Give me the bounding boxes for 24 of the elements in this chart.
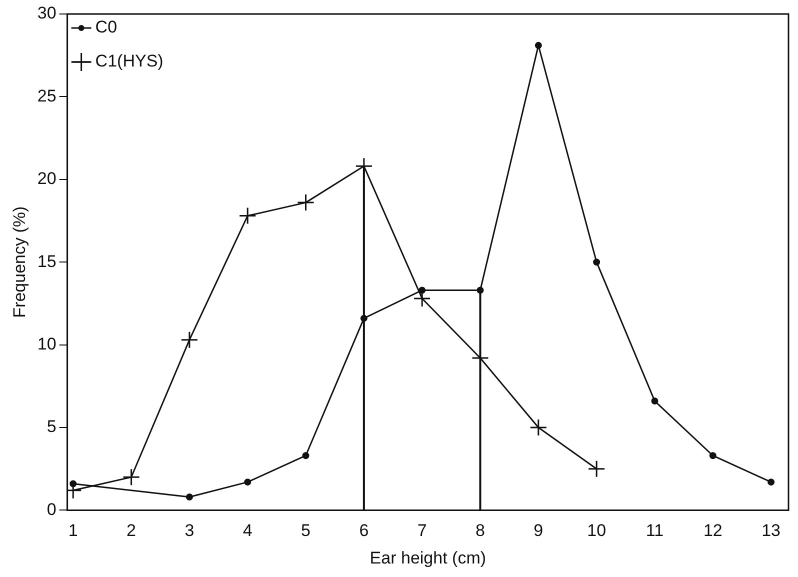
legend-label: C0 <box>95 18 118 37</box>
x-tick-label: 6 <box>359 521 369 540</box>
x-tick-label: 10 <box>587 521 606 540</box>
x-tick-label: 4 <box>242 521 252 540</box>
x-tick-label: 13 <box>762 521 781 540</box>
x-tick-label: 1 <box>68 521 78 540</box>
x-axis-title: Ear height (cm) <box>370 548 486 568</box>
x-tick-label: 11 <box>646 521 664 540</box>
y-tick-label: 15 <box>37 252 56 271</box>
legend-label: C1(HYS) <box>95 52 164 71</box>
y-tick-label: 0 <box>46 500 56 519</box>
x-tick-label: 9 <box>534 521 544 540</box>
x-tick-label: 12 <box>703 521 722 540</box>
x-tick-label: 8 <box>476 521 485 540</box>
x-tick-label: 2 <box>126 521 136 540</box>
y-tick-label: 5 <box>46 417 56 436</box>
y-tick-label: 10 <box>37 334 56 354</box>
x-tick-label: 3 <box>184 521 194 540</box>
y-axis-title: Frequency (%) <box>10 206 29 318</box>
x-tick-label: 5 <box>301 521 310 540</box>
y-tick-label: 20 <box>37 169 56 188</box>
y-tick-label: 30 <box>37 4 56 23</box>
x-tick-label: 7 <box>417 521 427 540</box>
y-tick-label: 25 <box>37 86 56 106</box>
